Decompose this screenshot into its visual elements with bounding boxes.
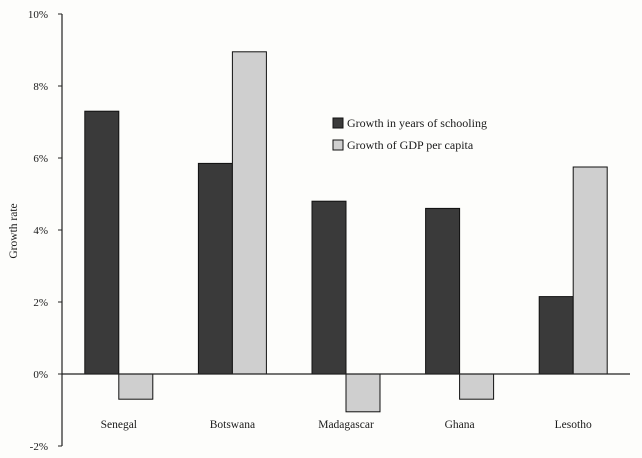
legend-swatch <box>332 139 344 151</box>
y-tick-label: 10% <box>28 9 48 21</box>
bar-ghana-series-1 <box>425 207 461 375</box>
y-tick-label: 6% <box>33 153 48 165</box>
bar-madagascar-series-2 <box>345 373 381 413</box>
bar-senegal-series-2 <box>118 373 154 400</box>
category-label: Lesotho <box>555 419 592 431</box>
bar-madagascar-series-1 <box>311 200 347 375</box>
category-label: Senegal <box>101 419 137 431</box>
axes <box>61 14 630 446</box>
legend-label: Growth in years of schooling <box>347 116 487 130</box>
category-label: Botswana <box>210 419 255 431</box>
category-label: Ghana <box>445 419 475 431</box>
bar-senegal-series-1 <box>84 110 120 375</box>
legend-swatch <box>332 117 344 129</box>
y-tick-label: 2% <box>33 297 48 309</box>
bar-lesotho-series-1 <box>538 296 574 375</box>
legend: Growth in years of schooling Growth of GD… <box>332 116 487 152</box>
legend-label: Growth of GDP per capita <box>347 138 474 152</box>
y-tick-label: 4% <box>33 225 48 237</box>
bars <box>84 51 608 413</box>
bar-ghana-series-2 <box>459 373 495 400</box>
bar-botswana-series-1 <box>197 162 233 375</box>
bar-botswana-series-2 <box>231 51 267 375</box>
category-labels: Senegal Botswana Madagascar Ghana Lesotho <box>101 419 592 431</box>
bar-lesotho-series-2 <box>572 166 608 375</box>
y-tick-label: 0% <box>33 369 48 381</box>
category-label: Madagascar <box>318 419 374 431</box>
y-axis-title: Growth rate <box>8 203 20 258</box>
y-tick-label: 8% <box>33 81 48 93</box>
y-axis-ticks: 10% 8% 6% 4% 2% 0% -2% <box>28 9 62 453</box>
y-tick-label: -2% <box>30 441 48 453</box>
